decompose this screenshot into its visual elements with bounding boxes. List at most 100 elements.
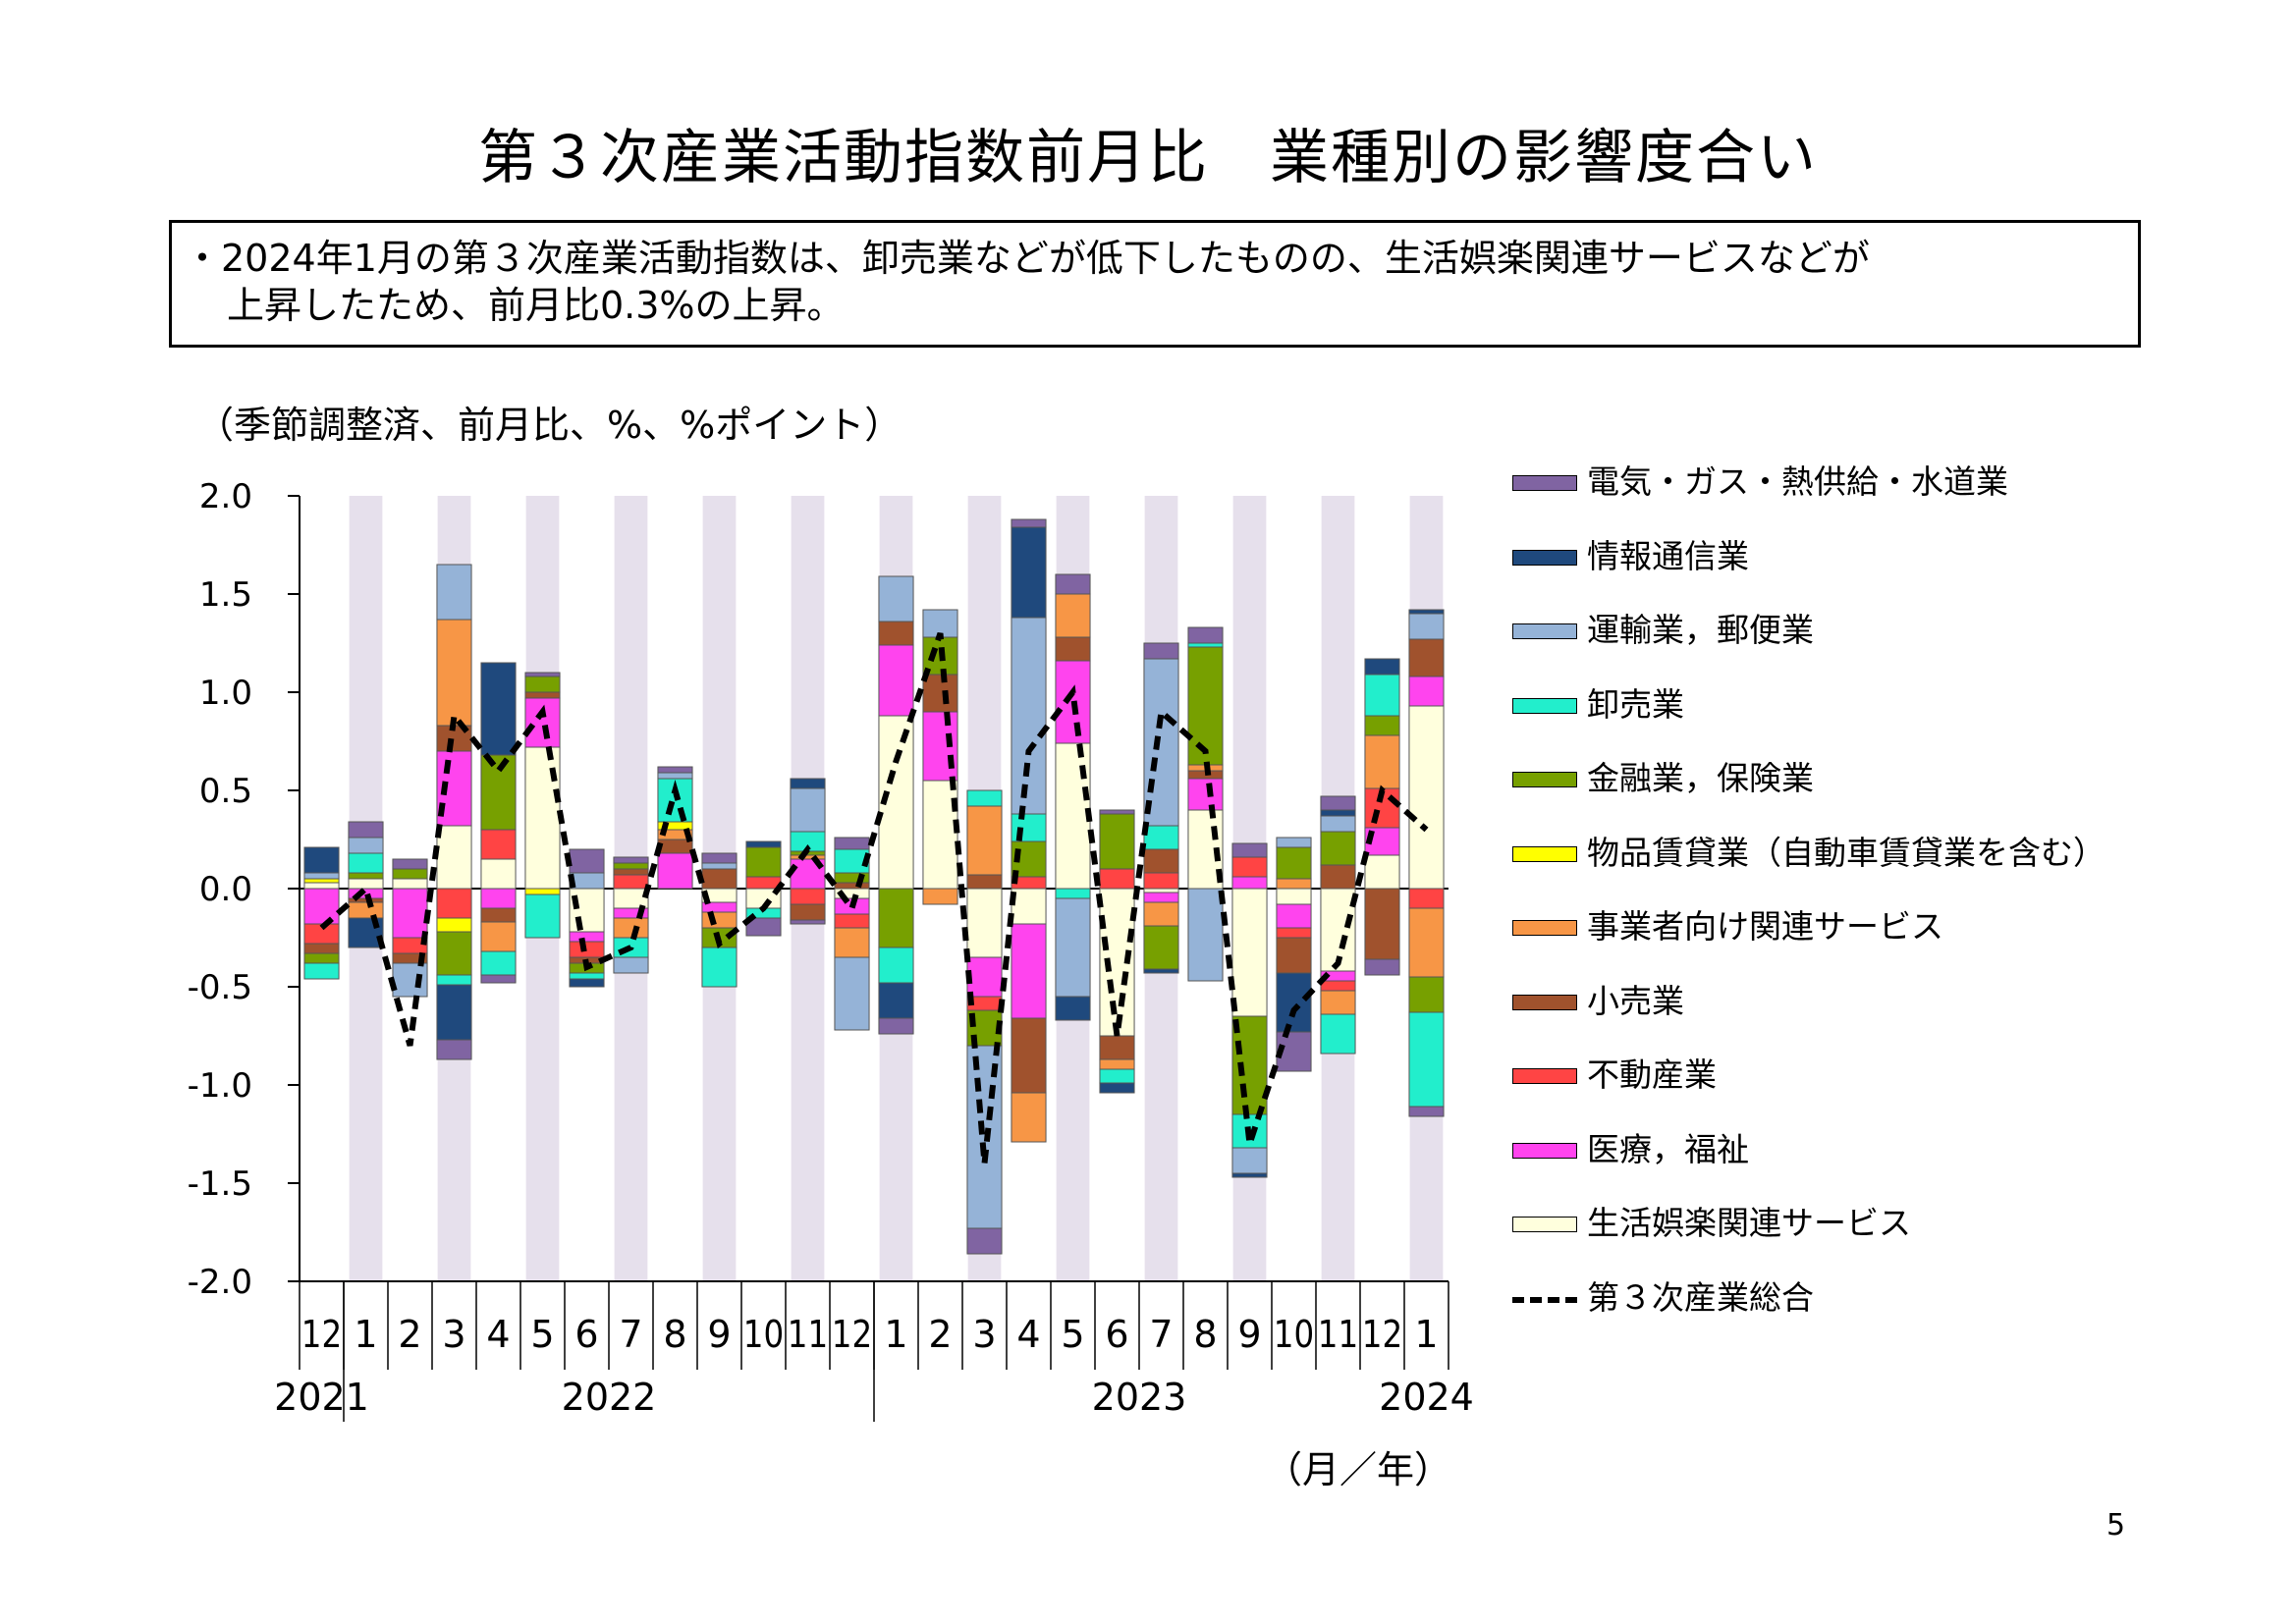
bar-segment [966,874,1003,890]
bar-segment [392,858,428,870]
bar-segment [790,919,826,925]
bar-segment [1320,815,1356,833]
bar-segment [1055,888,1091,899]
bar-segment [1364,715,1400,736]
legend-swatch [1512,1217,1577,1232]
bar-segment [569,941,605,958]
bar-segment [303,878,340,884]
bar-segment [1364,854,1400,890]
bar-segment [745,846,782,878]
legend-label: 事業者向け関連サービス [1587,907,1943,946]
bar-segment [480,950,517,976]
bar-segment [1011,526,1047,619]
bar-segment [1143,848,1179,874]
bar-segment [1143,901,1179,927]
bar-segment [878,575,914,623]
bar-segment [392,888,428,939]
bar-segment [1011,1017,1047,1094]
x-tick-label: 4 [1016,1313,1040,1356]
bar-segment [1187,642,1224,648]
bar-segment [834,837,870,850]
bar-segment [1408,907,1445,978]
bar-segment [657,772,693,780]
bar-segment [878,982,914,1019]
x-tick-label: 5 [1061,1313,1084,1356]
bar-segment [1099,1068,1135,1084]
bar-segment [1055,897,1091,998]
x-tick-label: 1 [884,1313,907,1356]
x-tick-label: 10 [1274,1313,1314,1356]
legend-swatch [1512,772,1577,787]
legend-swatch [1512,1142,1577,1159]
x-tick-label: 7 [1149,1313,1173,1356]
bar-layer [303,518,1445,1255]
bar-segment [1276,927,1312,939]
y-tick-label: -0.5 [188,968,252,1007]
bar-segment [1276,846,1312,880]
bar-segment [1408,1011,1445,1108]
bar-segment [1055,573,1091,595]
legend-swatch [1512,475,1577,491]
bar-segment [1320,990,1356,1015]
bar-segment [613,856,649,864]
bar-segment [745,876,782,890]
bar-segment [1143,872,1179,890]
year-label: 2021 [274,1376,369,1419]
bar-segment [392,868,428,880]
bar-segment [303,952,340,964]
bar-segment [348,852,384,874]
bar-segment [348,917,384,948]
legend-label: 物品賃貸業（自動車賃貸業を含む） [1587,833,2105,872]
bar-segment [1320,864,1356,890]
bar-segment [613,874,649,890]
bar-segment [1143,658,1179,827]
bar-segment [1408,1106,1445,1117]
bar-segment [1231,1113,1268,1149]
bar-segment [1231,888,1268,1017]
bar-segment [1320,795,1356,811]
bar-segment [392,962,428,998]
bar-segment [1364,734,1400,789]
bar-segment [524,893,561,939]
summary-box: ・2024年1月の第３次産業活動指数は、卸売業などが低下したものの、生活娯楽関連… [169,220,2141,348]
bar-segment [1364,674,1400,717]
bar-segment [436,917,472,933]
bar-segment [1143,968,1179,974]
bar-segment [303,882,340,890]
legend-label: 電気・ガス・熱供給・水道業 [1587,462,2008,501]
bar-segment [348,878,384,890]
x-tick-label: 8 [663,1313,686,1356]
y-tick-label: -1.5 [188,1164,252,1204]
bar-segment [1408,609,1445,615]
bar-segment [303,846,340,874]
bar-segment [480,662,517,756]
bar-segment [1364,888,1400,960]
bar-segment [966,789,1003,807]
bar-segment [436,974,472,986]
bar-segment [1231,1172,1268,1178]
bar-segment [966,1227,1003,1255]
bar-segment [701,947,738,988]
bar-segment [1143,642,1179,660]
bar-segment [436,984,472,1041]
legend-label: 情報通信業 [1587,536,1749,575]
bar-segment [524,676,561,693]
bar-segment [1099,813,1135,870]
bar-segment [480,907,517,923]
bar-segment [348,901,384,919]
x-tick-label: 10 [743,1313,784,1356]
bar-segment [1011,617,1047,815]
bar-segment [1011,1092,1047,1143]
bar-segment [878,621,914,646]
bar-segment [480,921,517,952]
bar-segment [1276,937,1312,974]
legend-swatch [1512,623,1577,639]
bar-segment [1408,613,1445,640]
bar-segment [524,672,561,677]
bar-segment [1011,923,1047,1019]
bar-segment [436,619,472,727]
page-number: 5 [2106,1508,2126,1543]
bar-segment [1320,1013,1356,1055]
y-tick-label: 0.0 [199,870,252,909]
